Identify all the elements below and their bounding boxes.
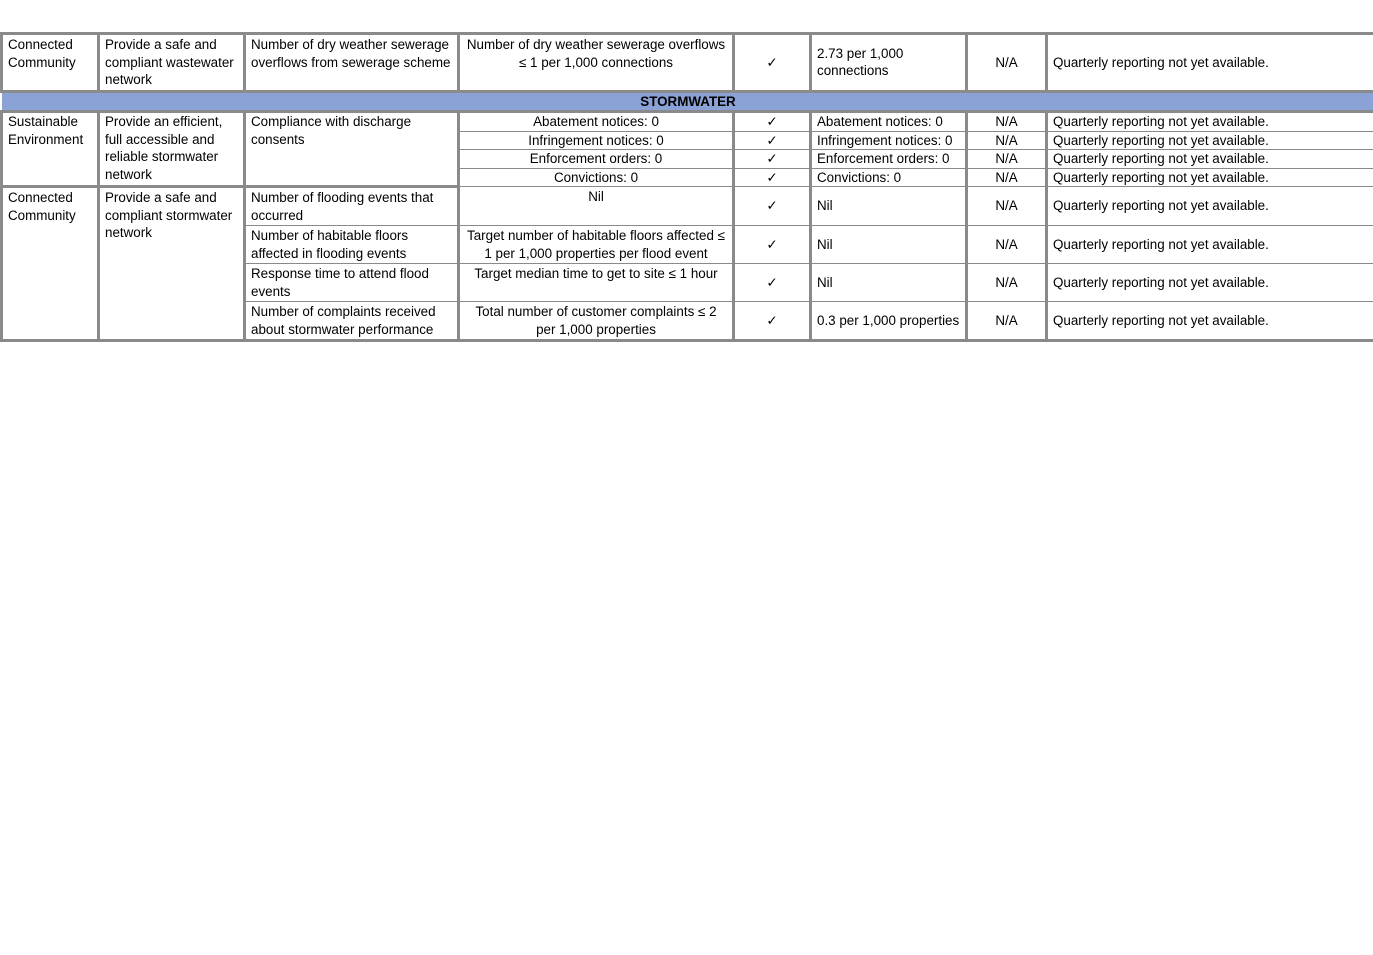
objective-cell: Provide a safe and compliant wastewater … [97, 32, 246, 93]
measure-cell: Number of flooding events that occurred [243, 186, 460, 226]
comment-cell: Quarterly reporting not yet available. [1045, 130, 1373, 150]
section-title: STORMWATER [1, 89, 1373, 113]
measure-cell: Compliance with discharge consents [243, 110, 460, 188]
objective-cell: Provide a safe and compliant stormwater … [97, 185, 246, 342]
target-cell: Total number of customer complaints ≤ 2 … [457, 301, 735, 342]
focus-cell: Connected Community [0, 185, 100, 342]
comment-cell: Quarterly reporting not yet available. [1045, 263, 1373, 302]
result-cell: Abatement notices: 0 [809, 111, 968, 132]
measure-cell: Number of dry weather sewerage overflows… [243, 32, 460, 93]
target-cell: Target number of habitable floors affect… [457, 225, 735, 264]
status-cell: N/A [965, 111, 1048, 132]
check-icon: ✓ [732, 167, 812, 187]
table-row: Number of complaints received about stor… [2, 301, 1373, 342]
check-icon: ✓ [732, 32, 812, 93]
comment-cell: Quarterly reporting not yet available. [1045, 32, 1373, 93]
status-cell: N/A [965, 149, 1048, 169]
check-icon: ✓ [732, 186, 812, 226]
comment-cell: Quarterly reporting not yet available. [1045, 186, 1373, 226]
objective-cell: Provide an efficient, full accessible an… [97, 110, 246, 188]
comment-cell: Quarterly reporting not yet available. [1045, 225, 1373, 264]
focus-cell: Sustainable Environment [0, 110, 100, 188]
measure-cell: Number of complaints received about stor… [243, 301, 460, 342]
check-icon: ✓ [732, 130, 812, 150]
comment-cell: Quarterly reporting not yet available. [1045, 301, 1373, 342]
status-cell: N/A [965, 130, 1048, 150]
status-cell: N/A [965, 167, 1048, 187]
result-cell: Nil [809, 225, 968, 264]
measure-cell: Response time to attend flood events [243, 263, 460, 302]
result-cell: Infringement notices: 0 [809, 130, 968, 150]
status-cell: N/A [965, 301, 1048, 342]
result-cell: 2.73 per 1,000 connections [809, 32, 968, 93]
measure-cell: Number of habitable floors affected in f… [243, 225, 460, 264]
section-header-row: STORMWATER [1, 89, 1373, 113]
table-row: Connected Community Provide a safe and c… [0, 32, 1373, 93]
target-cell: Infringement notices: 0 [457, 130, 735, 150]
status-cell: N/A [965, 32, 1048, 93]
focus-cell: Connected Community [0, 32, 100, 93]
target-cell: Target median time to get to site ≤ 1 ho… [457, 263, 735, 302]
target-cell: Abatement notices: 0 [457, 111, 735, 132]
target-cell: Enforcement orders: 0 [457, 149, 735, 169]
status-cell: N/A [965, 263, 1048, 302]
performance-table: Connected Community Provide a safe and c… [0, 32, 1373, 342]
target-cell: Number of dry weather sewerage overflows… [457, 32, 735, 93]
comment-cell: Quarterly reporting not yet available. [1045, 167, 1373, 187]
result-cell: Nil [809, 263, 968, 302]
table-row: Enforcement orders: 0 ✓ Enforcement orde… [2, 149, 1373, 169]
table-row: Sustainable Environment Provide an effic… [0, 110, 1373, 188]
check-icon: ✓ [732, 263, 812, 302]
target-cell: Convictions: 0 [457, 167, 735, 187]
check-icon: ✓ [732, 111, 812, 132]
result-cell: Nil [809, 186, 968, 226]
result-cell: Convictions: 0 [809, 167, 968, 187]
check-icon: ✓ [732, 301, 812, 342]
result-cell: 0.3 per 1,000 properties [809, 301, 968, 342]
status-cell: N/A [965, 186, 1048, 226]
target-cell: Nil [457, 186, 735, 226]
comment-cell: Quarterly reporting not yet available. [1045, 149, 1373, 169]
check-icon: ✓ [732, 225, 812, 264]
comment-cell: Quarterly reporting not yet available. [1045, 111, 1373, 132]
table-row: Connected Community Provide a safe and c… [0, 185, 1373, 342]
result-cell: Enforcement orders: 0 [809, 149, 968, 169]
status-cell: N/A [965, 225, 1048, 264]
table-row: Infringement notices: 0 ✓ Infringement n… [2, 130, 1373, 150]
check-icon: ✓ [732, 149, 812, 169]
